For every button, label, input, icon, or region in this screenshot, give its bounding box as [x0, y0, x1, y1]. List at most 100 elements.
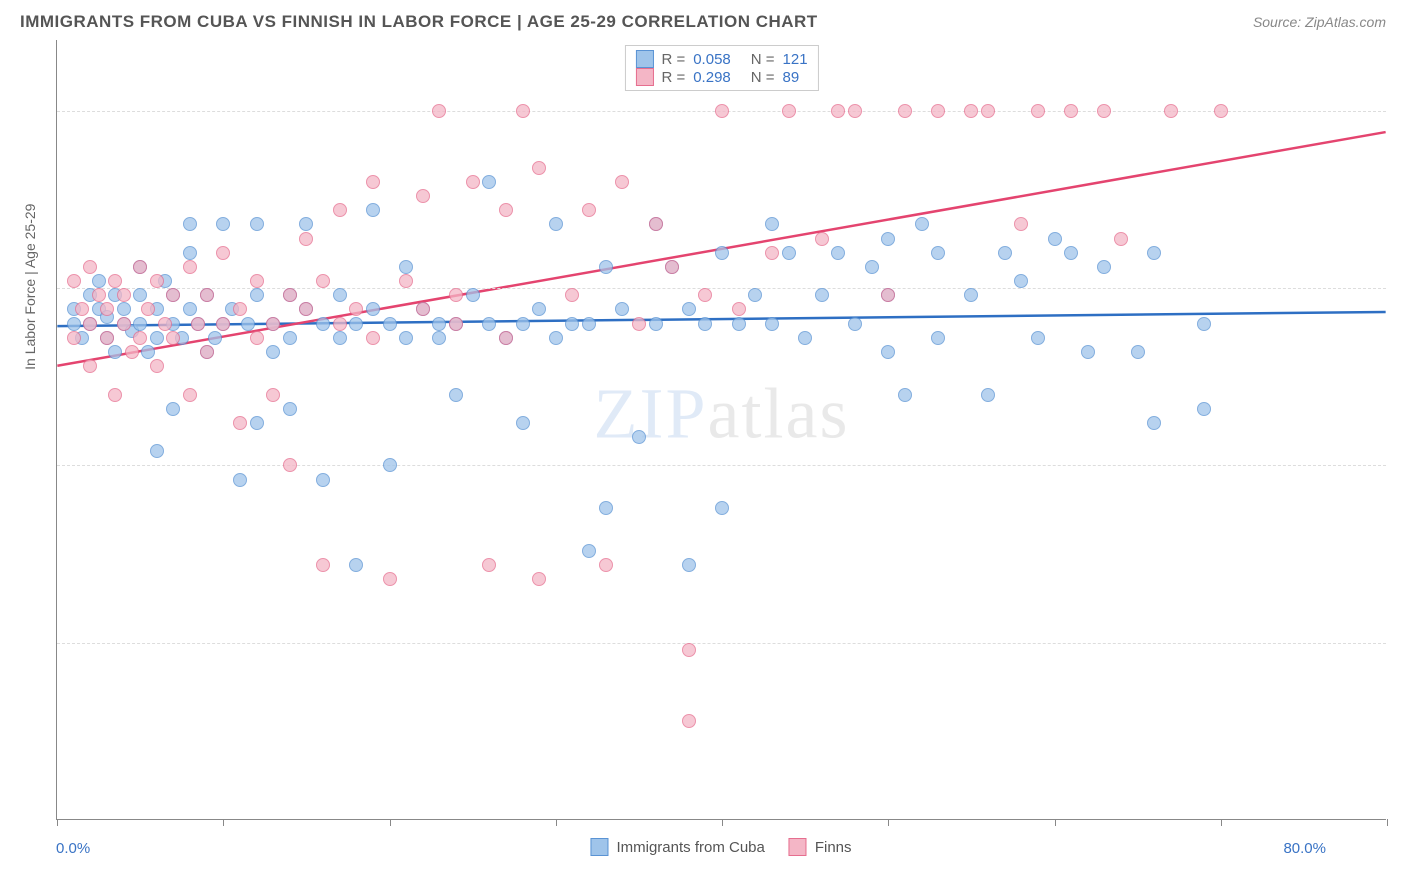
data-point — [233, 416, 247, 430]
legend-item: Immigrants from Cuba — [590, 838, 764, 856]
legend-label: Finns — [815, 839, 852, 856]
legend-r-label: R = — [661, 69, 685, 86]
legend-row: R = 0.058N = 121 — [635, 50, 807, 68]
data-point — [416, 302, 430, 316]
data-point — [233, 302, 247, 316]
data-point — [615, 302, 629, 316]
data-point — [399, 331, 413, 345]
legend-r-value: 0.058 — [693, 51, 731, 68]
data-point — [316, 558, 330, 572]
data-point — [399, 274, 413, 288]
data-point — [848, 317, 862, 331]
gridline — [57, 643, 1386, 644]
data-point — [366, 175, 380, 189]
legend-label: Immigrants from Cuba — [616, 839, 764, 856]
data-point — [698, 288, 712, 302]
data-point — [482, 558, 496, 572]
data-point — [798, 331, 812, 345]
data-point — [1214, 104, 1228, 118]
data-point — [250, 416, 264, 430]
data-point — [765, 246, 779, 260]
data-point — [881, 232, 895, 246]
data-point — [133, 331, 147, 345]
data-point — [208, 331, 222, 345]
data-point — [283, 288, 297, 302]
data-point — [183, 302, 197, 316]
data-point — [216, 217, 230, 231]
data-point — [1014, 274, 1028, 288]
data-point — [466, 175, 480, 189]
data-point — [848, 104, 862, 118]
data-point — [250, 217, 264, 231]
data-point — [898, 388, 912, 402]
data-point — [964, 104, 978, 118]
data-point — [383, 317, 397, 331]
data-point — [299, 302, 313, 316]
data-point — [516, 317, 530, 331]
data-point — [333, 331, 347, 345]
data-point — [898, 104, 912, 118]
data-point — [599, 501, 613, 515]
data-point — [117, 317, 131, 331]
legend-n-label: N = — [751, 69, 775, 86]
data-point — [141, 302, 155, 316]
data-point — [100, 331, 114, 345]
data-point — [532, 572, 546, 586]
data-point — [67, 317, 81, 331]
legend-n-value: 89 — [783, 69, 800, 86]
data-point — [283, 458, 297, 472]
data-point — [682, 302, 696, 316]
data-point — [349, 302, 363, 316]
data-point — [316, 274, 330, 288]
data-point — [449, 388, 463, 402]
data-point — [782, 246, 796, 260]
data-point — [266, 388, 280, 402]
data-point — [316, 473, 330, 487]
data-point — [333, 203, 347, 217]
x-max-label: 80.0% — [1283, 840, 1326, 857]
data-point — [432, 104, 446, 118]
data-point — [117, 288, 131, 302]
data-point — [831, 246, 845, 260]
plot-area: ZIPatlas R = 0.058N = 121R = 0.298N = 89… — [56, 40, 1386, 820]
data-point — [399, 260, 413, 274]
data-point — [815, 232, 829, 246]
legend-n-value: 121 — [783, 51, 808, 68]
data-point — [665, 260, 679, 274]
data-point — [216, 317, 230, 331]
y-tick-label: 75.0% — [1396, 457, 1406, 474]
data-point — [931, 104, 945, 118]
data-point — [133, 288, 147, 302]
data-point — [1031, 331, 1045, 345]
data-point — [233, 473, 247, 487]
data-point — [1064, 104, 1078, 118]
data-point — [682, 714, 696, 728]
data-point — [299, 232, 313, 246]
data-point — [748, 288, 762, 302]
data-point — [1164, 104, 1178, 118]
data-point — [549, 217, 563, 231]
data-point — [191, 317, 205, 331]
data-point — [183, 388, 197, 402]
data-point — [1097, 104, 1111, 118]
data-point — [432, 317, 446, 331]
data-point — [83, 359, 97, 373]
data-point — [200, 345, 214, 359]
data-point — [1081, 345, 1095, 359]
data-point — [150, 331, 164, 345]
data-point — [1147, 246, 1161, 260]
data-point — [75, 302, 89, 316]
data-point — [981, 104, 995, 118]
data-point — [150, 274, 164, 288]
data-point — [1197, 317, 1211, 331]
x-min-label: 0.0% — [56, 840, 90, 857]
data-point — [682, 558, 696, 572]
data-point — [266, 345, 280, 359]
data-point — [715, 246, 729, 260]
data-point — [83, 260, 97, 274]
data-point — [108, 388, 122, 402]
data-point — [998, 246, 1012, 260]
data-point — [83, 317, 97, 331]
x-axis-labels: 0.0% Immigrants from CubaFinns 80.0% — [56, 820, 1386, 850]
x-tick — [1387, 819, 1388, 826]
